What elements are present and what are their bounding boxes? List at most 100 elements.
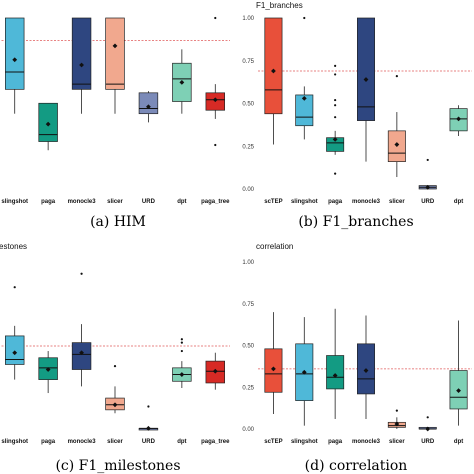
- y-tick-label: 0.75: [242, 59, 254, 65]
- mean-marker: [45, 121, 51, 127]
- mean-marker: [212, 368, 218, 374]
- mean-marker: [363, 368, 369, 373]
- mean-marker: [271, 68, 276, 74]
- box-dpt: [172, 338, 192, 388]
- category-label: slingshot: [291, 199, 318, 205]
- box-slicer: [105, 365, 125, 414]
- category-label: paga_tree: [201, 439, 230, 445]
- outlier-point: [334, 172, 337, 175]
- panel-f1-branches: F1_branches 0.00 0.25 0.50 0.75 1.00 scTEP slin…: [242, 1, 472, 205]
- outlier-point: [334, 116, 337, 119]
- mean-marker: [363, 77, 369, 82]
- category-label: monocle3: [68, 199, 97, 205]
- mean-marker: [146, 104, 151, 110]
- category-label: paga: [41, 439, 56, 445]
- box-slicer: [105, 17, 125, 114]
- category-label: monocle3: [352, 439, 381, 445]
- box-monocle3: [357, 17, 375, 162]
- box-slingshot: [5, 17, 25, 114]
- outlier-point: [334, 64, 337, 67]
- box: [71, 342, 92, 370]
- box: [5, 335, 25, 365]
- mean-marker: [12, 57, 18, 63]
- outlier-point: [13, 286, 16, 289]
- y-tick-label: 0.25: [242, 385, 254, 391]
- outlier-point: [113, 365, 117, 368]
- box-slingshot: [295, 16, 314, 140]
- box: [105, 17, 125, 90]
- mean-marker: [271, 366, 276, 372]
- mean-marker: [456, 116, 461, 122]
- mean-marker: [12, 350, 18, 356]
- y-tick-label: 1.00: [242, 16, 254, 22]
- mean-marker: [112, 402, 118, 408]
- mean-marker: [394, 421, 400, 427]
- category-label: dpt: [177, 199, 186, 205]
- mean-marker: [301, 95, 307, 101]
- mean-marker: [179, 372, 185, 377]
- outlier-point: [334, 98, 337, 102]
- mean-marker: [425, 184, 431, 190]
- category-label: scTEP: [264, 439, 282, 445]
- outlier-point: [334, 73, 337, 76]
- y-tick-label: 0.50: [242, 102, 254, 108]
- y-tick-label: 0.00: [242, 427, 254, 433]
- outlier-point: [395, 75, 398, 78]
- mean-marker: [332, 373, 338, 378]
- category-label: slicer: [389, 199, 405, 205]
- panel-correlation: correlation 0.00 0.25 0.50 0.75 1.00 scTEP slin…: [242, 242, 472, 445]
- category-label: monocle3: [68, 439, 97, 445]
- category-label: dpt: [454, 439, 463, 445]
- mean-marker: [456, 388, 461, 393]
- box-dpt: [449, 320, 468, 426]
- panel-title: correlation: [256, 242, 293, 251]
- box-dpt: [449, 105, 468, 136]
- box: [138, 92, 159, 115]
- category-label: paga_tree: [201, 199, 230, 205]
- box: [5, 17, 25, 90]
- box: [264, 17, 283, 115]
- mean-marker: [112, 43, 118, 49]
- box-paga: [38, 351, 58, 394]
- outlier-point: [214, 16, 217, 20]
- category-label: slingshot: [1, 199, 28, 205]
- box-scTEP: [264, 17, 283, 145]
- box-slicer: [387, 75, 406, 178]
- caption-him: (a) HIM: [90, 214, 146, 230]
- category-label: dpt: [177, 439, 186, 445]
- box-URD: [418, 416, 437, 432]
- box-paga: [326, 64, 345, 175]
- mean-marker: [79, 62, 84, 68]
- box-paga: [326, 308, 345, 419]
- box: [71, 17, 92, 90]
- box: [295, 94, 314, 127]
- y-tick-label: 0.25: [242, 144, 254, 150]
- outlier-point: [303, 16, 306, 20]
- box-monocle3: [71, 272, 92, 387]
- mean-marker: [394, 142, 400, 147]
- outlier-point: [147, 405, 150, 408]
- mean-marker: [45, 367, 51, 372]
- outlier-point: [180, 338, 183, 341]
- category-label: slicer: [107, 199, 123, 205]
- panel-title: F1_branches: [256, 1, 303, 10]
- category-label: paga: [328, 199, 343, 205]
- box-slingshot: [5, 286, 25, 380]
- outlier-point: [426, 158, 429, 162]
- mean-marker: [425, 426, 431, 432]
- panel-him: slingshot paga monocle3 slicer URD dpt paga_tr…: [0, 16, 230, 205]
- category-label: slicer: [107, 439, 123, 445]
- y-tick-label: 0.75: [242, 302, 254, 308]
- category-label: slicer: [389, 439, 405, 445]
- category-label: monocle3: [352, 199, 381, 205]
- y-tick-label: 1.00: [242, 260, 254, 266]
- box-scTEP: [264, 312, 283, 414]
- mean-marker: [146, 425, 151, 431]
- category-label: dpt: [454, 199, 463, 205]
- y-tick-label: 0.50: [242, 344, 254, 350]
- box: [357, 17, 375, 121]
- category-label: URD: [421, 199, 435, 205]
- caption-correlation: (d) correlation: [305, 458, 408, 474]
- box-monocle3: [357, 315, 375, 419]
- category-label: slingshot: [291, 439, 318, 445]
